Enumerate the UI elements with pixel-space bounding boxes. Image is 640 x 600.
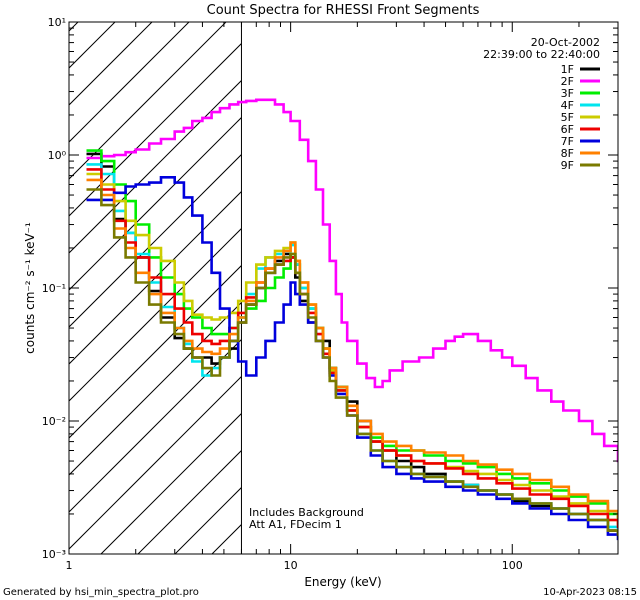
series-2F-line bbox=[86, 98, 618, 463]
y-tick-label: 10¹ bbox=[48, 16, 66, 29]
date-label: 20-Oct-2002 bbox=[531, 36, 600, 49]
hatch-line bbox=[69, 227, 242, 402]
y-axis-label: counts cm⁻² s⁻¹ keV⁻¹ bbox=[23, 222, 37, 354]
annotation-attenuator: Att A1, FDecim 1 bbox=[249, 518, 342, 531]
legend-label-5F: 5F bbox=[561, 111, 574, 124]
hatch-line bbox=[69, 116, 242, 291]
hatch-line bbox=[69, 375, 242, 550]
legend-label-1F: 1F bbox=[561, 63, 574, 76]
annotation-background: Includes Background bbox=[249, 506, 364, 519]
legend-label-3F: 3F bbox=[561, 87, 574, 100]
y-tick-label: 10⁰ bbox=[48, 149, 67, 162]
x-tick-label: 1 bbox=[66, 559, 73, 572]
legend-label-2F: 2F bbox=[561, 75, 574, 88]
legend-label-6F: 6F bbox=[561, 123, 574, 136]
series-group bbox=[86, 98, 618, 541]
legend-label-9F: 9F bbox=[561, 159, 574, 172]
hatch-line bbox=[69, 264, 242, 439]
x-tick-label: 10 bbox=[284, 559, 298, 572]
footer-timestamp: 10-Apr-2023 08:15 bbox=[543, 587, 637, 598]
y-tick-label: 10⁻² bbox=[42, 415, 66, 428]
hatch-line bbox=[137, 449, 242, 554]
time-range-label: 22:39:00 to 22:40:00 bbox=[483, 48, 600, 61]
footer-generated-by: Generated by hsi_min_spectra_plot.pro bbox=[3, 587, 199, 598]
x-axis-label: Energy (keV) bbox=[304, 575, 381, 589]
hatch-line bbox=[69, 22, 190, 143]
hatch-line bbox=[69, 190, 242, 365]
hatch-line bbox=[69, 79, 242, 254]
hatch-line bbox=[100, 412, 242, 554]
y-tick-label: 10⁻³ bbox=[42, 548, 66, 561]
hatched-region bbox=[69, 22, 242, 554]
hatch-line bbox=[69, 338, 242, 513]
axes: 1 10 100 10¹ 10⁰ 10⁻¹ 10⁻² 10⁻³ bbox=[42, 16, 619, 572]
legend-label-4F: 4F bbox=[561, 99, 574, 112]
legend-label-7F: 7F bbox=[561, 135, 574, 148]
series-9F-line bbox=[86, 188, 618, 536]
chart-title: Count Spectra for RHESSI Front Segments bbox=[207, 3, 480, 18]
x-tick-label: 100 bbox=[502, 559, 523, 572]
hatch-line bbox=[69, 301, 242, 476]
legend-label-8F: 8F bbox=[561, 147, 574, 160]
series-7F-line bbox=[86, 176, 618, 541]
y-tick-label: 10⁻¹ bbox=[42, 282, 66, 295]
hatch-line bbox=[69, 22, 227, 180]
hatch-line bbox=[69, 153, 242, 328]
hatch-line bbox=[69, 42, 242, 217]
hatch-line bbox=[69, 22, 153, 106]
